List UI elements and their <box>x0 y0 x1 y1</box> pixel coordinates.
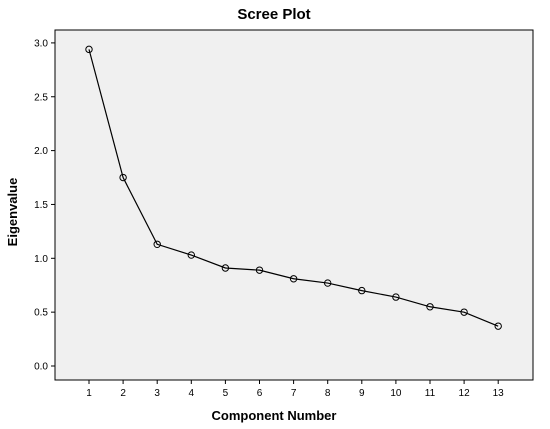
y-axis-title: Eigenvalue <box>5 178 20 247</box>
chart-title: Scree Plot <box>237 6 310 23</box>
y-tick-label: 1.0 <box>34 254 48 265</box>
x-tick-label: 1 <box>86 388 92 399</box>
x-axis: 1 2 3 4 5 6 7 8 9 10 11 12 13 <box>86 380 504 399</box>
y-tick-label: 3.0 <box>34 38 48 49</box>
series-line <box>88 49 499 327</box>
plot-area <box>54 29 534 381</box>
y-tick-label: 0.5 <box>34 308 48 319</box>
data-point <box>289 275 298 283</box>
x-tick-label: 11 <box>425 388 436 399</box>
data-point <box>221 264 230 272</box>
data-point <box>426 303 434 311</box>
x-tick-label: 12 <box>459 388 471 399</box>
x-tick-label: 4 <box>189 388 195 399</box>
data-point <box>255 266 264 274</box>
data-point <box>358 286 366 295</box>
x-axis-title: Component Number <box>212 408 337 423</box>
x-tick-label: 9 <box>359 388 365 399</box>
data-point <box>187 251 196 259</box>
y-axis: 0.0 0.5 1.0 1.5 2.0 2.5 3.0 <box>34 38 55 373</box>
data-point <box>85 45 93 54</box>
y-tick-label: 2.5 <box>34 92 48 103</box>
x-tick-label: 6 <box>257 388 263 399</box>
data-point <box>460 308 468 316</box>
x-tick-label: 2 <box>120 388 126 399</box>
x-tick-label: 7 <box>291 388 297 399</box>
data-point <box>392 293 400 301</box>
data-point <box>324 279 332 287</box>
x-tick-label: 10 <box>390 388 402 399</box>
x-tick-label: 8 <box>325 388 331 399</box>
x-tick-label: 5 <box>223 388 229 399</box>
data-point <box>153 240 161 248</box>
data-point <box>494 322 502 330</box>
data-point <box>119 173 127 182</box>
x-tick-label: 3 <box>154 388 160 399</box>
x-tick-label: 13 <box>493 388 505 399</box>
y-tick-label: 0.0 <box>34 362 48 373</box>
y-tick-label: 1.5 <box>34 200 48 211</box>
y-tick-label: 2.0 <box>34 146 48 157</box>
series-group <box>85 45 502 330</box>
